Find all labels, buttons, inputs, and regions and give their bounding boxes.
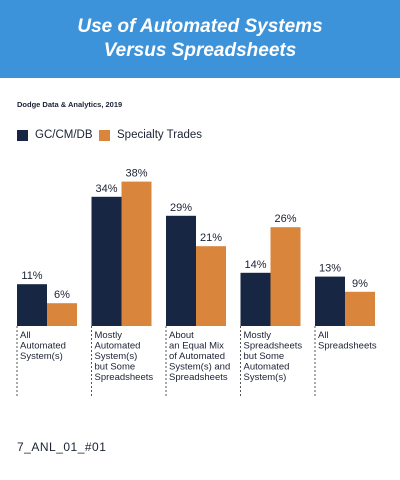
bar-2-2 [121, 181, 152, 326]
header-banner: Use of Automated Systems Versus Spreadsh… [0, 0, 400, 78]
data-label-2-3: 21% [200, 232, 222, 244]
legend-swatch-series2 [99, 130, 110, 141]
category-label-1-line-2: Automated [20, 341, 66, 352]
legend-swatch-series1 [17, 130, 28, 141]
chart-title-line2: Versus Spreadsheets [103, 40, 297, 61]
category-label-3-line-5: Spreadsheets [169, 372, 228, 383]
data-label-2-1: 6% [54, 289, 70, 301]
source-note: Dodge Data & Analytics, 2019 [17, 100, 123, 109]
category-label-4-line-1: Mostly [244, 330, 272, 341]
bar-1-3 [166, 215, 196, 326]
bar-2-3 [196, 246, 226, 326]
category-label-2-line-1: Mostly [95, 330, 123, 341]
category-label-3-line-1: About [169, 330, 194, 341]
data-label-2-4: 26% [274, 213, 296, 225]
bar-2-1 [47, 303, 77, 326]
data-label-2-2: 38% [125, 168, 147, 180]
data-label-2-5: 9% [352, 278, 368, 290]
category-label-2-line-2: Automated [95, 341, 141, 352]
bar-2-4 [270, 227, 301, 326]
chart-title-line1: Use of Automated Systems [77, 16, 323, 37]
bar-1-4 [240, 272, 271, 326]
category-label-1-line-1: All [20, 330, 31, 341]
figure-id: 7_ANL_01_#01 [17, 440, 107, 454]
category-label-4-line-3: but Some [244, 351, 285, 362]
data-label-1-1: 11% [21, 270, 42, 282]
category-label-5-line-1: All [318, 330, 329, 341]
data-label-1-4: 14% [244, 259, 266, 271]
category-label-3-line-3: of Automated [169, 351, 225, 362]
bar-2-5 [345, 291, 375, 326]
category-label-5-line-2: Spreadsheets [318, 341, 377, 352]
category-label-4-line-2: Spreadsheets [244, 341, 303, 352]
legend-label-series1: GC/CM/DB [35, 129, 93, 141]
category-label-3-line-2: an Equal Mix [169, 341, 224, 352]
data-label-1-3: 29% [170, 202, 192, 214]
bar-1-1 [17, 284, 47, 326]
category-label-4-line-4: Automated [244, 362, 290, 373]
bar-1-2 [91, 196, 122, 326]
category-label-2-line-5: Spreadsheets [95, 372, 154, 383]
bar-1-5 [315, 276, 345, 326]
category-label-2-line-4: but Some [95, 362, 136, 373]
category-label-3-line-4: System(s) and [169, 362, 230, 373]
category-label-1-line-3: System(s) [20, 351, 63, 362]
category-label-4-line-5: System(s) [244, 372, 287, 383]
data-label-1-2: 34% [95, 183, 117, 195]
data-label-1-5: 13% [319, 263, 341, 275]
bar-chart: 11%6%AllAutomatedSystem(s)34%38%MostlyAu… [16, 168, 377, 396]
legend-label-series2: Specialty Trades [117, 129, 203, 141]
category-label-2-line-3: System(s) [95, 351, 138, 362]
